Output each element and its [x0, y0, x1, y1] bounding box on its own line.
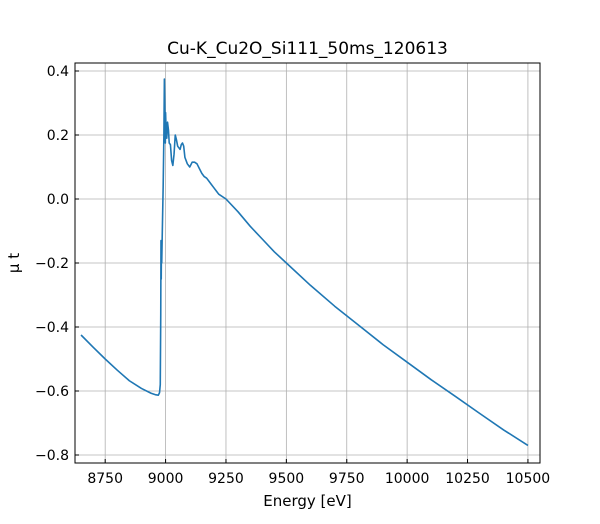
- tick-layer: 8750 9000 9250 9500 9750 10000 10250 10500 −0.8 −…: [35, 64, 550, 487]
- y-tick-label: 0.2: [47, 128, 69, 144]
- y-tick-label: −0.4: [35, 320, 69, 336]
- y-tick-label: −0.2: [35, 256, 69, 272]
- x-tick-label: 9500: [269, 471, 305, 487]
- x-tick-label: 10250: [445, 471, 490, 487]
- chart-title: Cu-K_Cu2O_Si111_50ms_120613: [167, 39, 448, 59]
- x-tick-label: 9000: [148, 471, 184, 487]
- x-tick-label: 10500: [506, 471, 551, 487]
- y-tick-label: 0.4: [47, 64, 69, 80]
- series-layer: [80, 78, 529, 447]
- x-tick-label: 8750: [87, 471, 123, 487]
- x-axis-label: Energy [eV]: [263, 492, 351, 510]
- x-tick-label: 10000: [385, 471, 430, 487]
- y-tick-label: −0.8: [35, 448, 69, 464]
- y-tick-label: −0.6: [35, 384, 69, 400]
- x-tick-label: 9250: [208, 471, 244, 487]
- y-axis-label: μ t: [5, 253, 23, 273]
- grid-layer: [75, 63, 540, 463]
- axes-frame: [74, 62, 541, 464]
- x-tick-label: 9750: [329, 471, 365, 487]
- series-line: [80, 78, 529, 447]
- y-tick-label: 0.0: [47, 192, 69, 208]
